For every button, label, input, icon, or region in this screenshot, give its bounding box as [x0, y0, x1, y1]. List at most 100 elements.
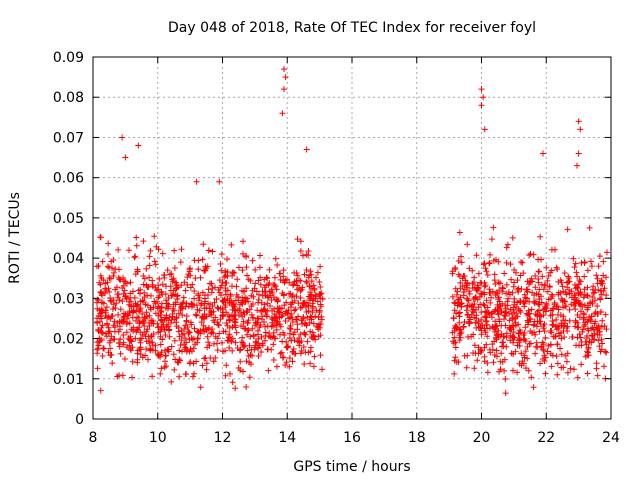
data-point: [559, 299, 566, 306]
data-point: [453, 324, 460, 331]
data-point: [547, 350, 554, 357]
data-point: [153, 243, 160, 250]
data-point: [168, 270, 175, 277]
data-point: [584, 306, 591, 313]
data-point: [165, 327, 172, 334]
data-point: [192, 311, 199, 318]
data-point: [525, 367, 532, 374]
data-point: [232, 339, 239, 346]
data-point: [187, 265, 194, 272]
data-point: [456, 229, 463, 236]
data-point: [238, 323, 245, 330]
data-point: [480, 261, 487, 268]
data-point: [596, 253, 603, 260]
data-point: [203, 360, 210, 367]
data-point: [460, 324, 467, 331]
data-point: [492, 291, 499, 298]
data-point: [120, 332, 127, 338]
data-point: [471, 365, 478, 372]
data-point: [510, 304, 517, 311]
data-point: [135, 314, 142, 321]
data-point: [210, 340, 217, 347]
data-point: [99, 309, 106, 316]
data-point: [151, 298, 158, 305]
data-point: [180, 299, 187, 306]
data-point: [109, 306, 116, 313]
data-point: [115, 328, 122, 335]
data-point: [202, 267, 209, 274]
data-point: [455, 258, 462, 264]
data-point: [117, 336, 124, 343]
data-point: [242, 298, 249, 305]
data-point: [581, 259, 588, 266]
data-point: [201, 267, 208, 274]
data-point: [173, 279, 180, 286]
data-point: [596, 295, 603, 302]
data-point: [522, 324, 529, 331]
data-point: [131, 254, 138, 261]
data-point: [296, 342, 303, 349]
data-point: [566, 317, 573, 324]
data-point: [282, 362, 289, 369]
data-point: [481, 344, 488, 351]
data-point: [141, 329, 148, 336]
data-point: [224, 337, 231, 344]
data-point: [594, 280, 601, 287]
data-point: [572, 281, 579, 288]
data-point: [270, 341, 277, 348]
data-point: [570, 255, 577, 262]
data-point: [516, 360, 523, 367]
data-point: [537, 318, 544, 325]
data-point: [482, 308, 489, 315]
data-point: [557, 290, 564, 297]
data-point: [493, 347, 500, 354]
data-point: [147, 292, 154, 299]
x-axis-label: GPS time / hours: [293, 459, 410, 475]
data-point: [580, 294, 587, 301]
data-point: [114, 319, 121, 326]
data-point: [548, 327, 555, 334]
data-point: [577, 288, 584, 295]
data-point: [105, 324, 112, 331]
data-point: [507, 306, 514, 313]
data-point: [578, 259, 585, 266]
data-point: [310, 363, 317, 370]
data-point: [307, 289, 314, 296]
data-point: [125, 247, 132, 254]
y-axis-label: ROTI / TECUs: [7, 192, 23, 284]
data-point: [161, 326, 168, 333]
data-point: [193, 312, 200, 319]
data-point: [183, 313, 190, 320]
data-point: [473, 324, 480, 331]
data-point: [178, 282, 185, 289]
data-point: [108, 265, 115, 272]
data-point: [488, 310, 495, 317]
y-tick-label: 0.09: [53, 50, 84, 66]
data-point: [516, 336, 523, 343]
peak-data-point: [481, 126, 488, 133]
data-point: [474, 288, 481, 295]
data-point: [257, 252, 264, 259]
data-point: [110, 301, 117, 308]
data-point: [136, 336, 143, 343]
data-point: [603, 326, 610, 333]
data-point: [491, 328, 498, 335]
data-point: [589, 286, 596, 293]
data-point: [232, 307, 239, 314]
data-point: [584, 292, 591, 299]
data-point: [101, 345, 108, 352]
data-point: [129, 358, 136, 365]
data-point: [266, 266, 273, 273]
data-point: [142, 333, 149, 340]
data-point: [171, 247, 178, 254]
y-tick-label: 0.06: [53, 171, 84, 187]
data-point: [601, 285, 608, 292]
data-point: [107, 295, 114, 302]
data-point: [554, 303, 561, 310]
data-point: [255, 277, 262, 284]
data-point: [203, 366, 210, 373]
data-point: [265, 367, 272, 374]
data-point: [95, 342, 102, 349]
data-point: [590, 290, 597, 297]
data-point: [307, 328, 314, 335]
